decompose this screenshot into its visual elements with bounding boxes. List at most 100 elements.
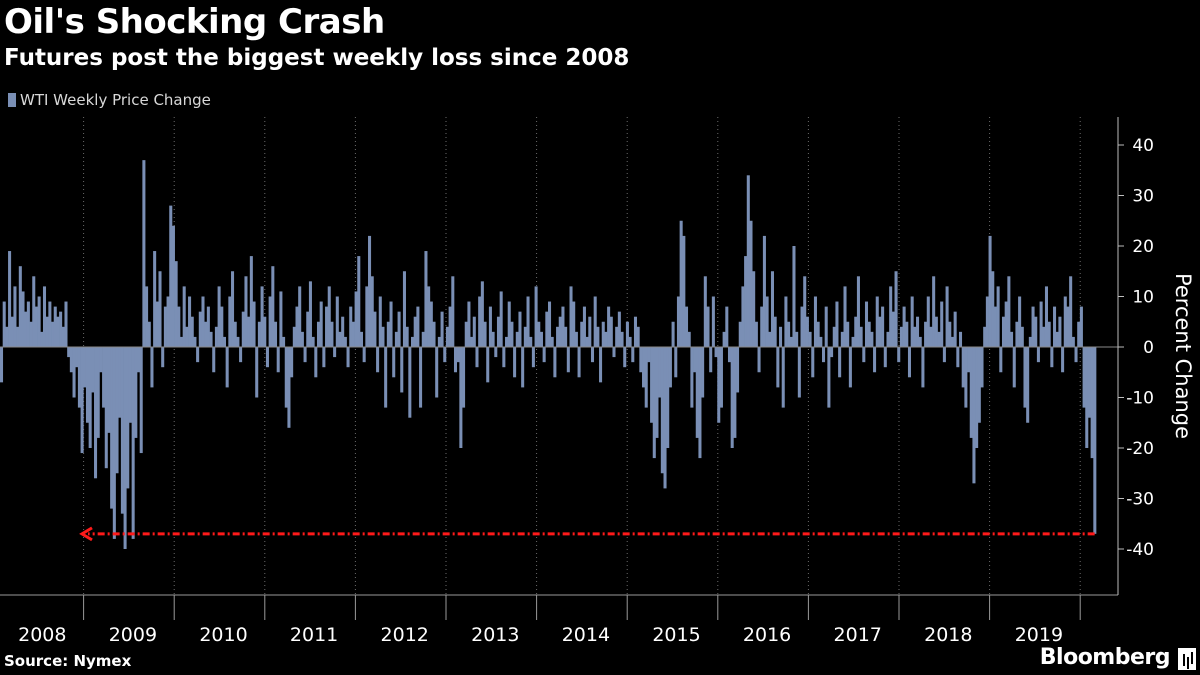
bar [303,347,307,363]
bar [679,220,683,347]
bar [437,336,441,347]
bar [682,235,686,347]
bar [453,347,458,373]
y-tick-label: 20 [1132,237,1154,257]
bar [411,336,415,347]
bar [378,296,382,347]
bar [770,271,774,347]
bar [862,347,866,363]
bar [765,296,769,347]
bar [244,276,248,347]
bar [494,347,498,358]
bar [736,347,740,393]
bar [126,347,130,489]
bar [1053,306,1057,347]
bar [529,336,533,347]
bar [177,306,181,347]
bar [1071,336,1075,347]
bar [556,326,560,347]
bar [886,331,890,347]
bar [472,316,476,347]
bar [580,321,584,347]
bar [913,326,917,347]
bar [196,347,200,363]
bar [719,347,723,408]
bar [588,316,592,347]
y-tick-label: 10 [1132,288,1154,308]
bar [115,347,119,474]
bar [1093,347,1097,534]
bar [561,306,565,347]
bar [988,235,992,347]
bar [811,347,815,378]
bar [61,326,65,347]
bar [574,331,578,347]
bar [338,331,342,347]
bar [507,301,511,347]
bar [717,347,721,423]
bar [840,331,844,347]
bar [83,347,87,388]
bar [873,347,877,373]
bar [445,326,449,347]
bar [894,271,898,347]
bar [1012,347,1016,388]
bar [652,347,656,459]
bar [615,326,619,347]
bar [419,347,423,408]
bar [1066,306,1070,347]
bar [225,347,229,388]
y-tick-label: 30 [1132,187,1154,207]
bar [88,347,92,448]
bar [268,296,272,347]
bar [233,321,237,347]
bar [2,301,6,347]
bar [206,306,210,347]
bar [107,347,111,433]
bar [496,316,500,347]
bar [741,286,745,347]
bar [926,296,930,347]
legend-label: WTI Weekly Price Change [20,91,211,109]
bar [298,286,302,347]
bar [792,246,796,347]
bar [21,291,25,347]
bar [636,326,640,347]
bar [279,291,283,347]
bar [1090,347,1094,459]
bar [370,276,374,347]
bar [365,286,369,347]
bar [488,306,492,347]
bar [470,336,474,347]
bar [744,256,748,347]
bar [642,347,646,388]
bar [249,256,253,347]
bar [257,321,261,347]
bar [75,347,79,368]
bar [94,347,98,479]
bar [142,160,146,347]
bar [174,261,178,347]
bar [432,321,436,347]
bar [722,331,726,347]
bar [222,336,226,347]
bar [830,347,834,358]
bar [878,316,882,347]
bar [139,347,143,454]
chart-legend: WTI Weekly Price Change [8,91,211,109]
bar [711,296,715,347]
bar [956,347,960,368]
bar [72,347,76,398]
bar [795,331,799,347]
x-tick-label: 2015 [652,624,700,646]
bar [478,296,482,347]
bar [703,276,707,347]
bar [564,326,568,347]
bar [1044,286,1048,347]
bar [937,331,941,347]
bar [85,347,89,423]
chart-title: Oil's Shocking Crash [4,2,385,42]
bar [13,286,17,347]
bar [59,311,63,347]
